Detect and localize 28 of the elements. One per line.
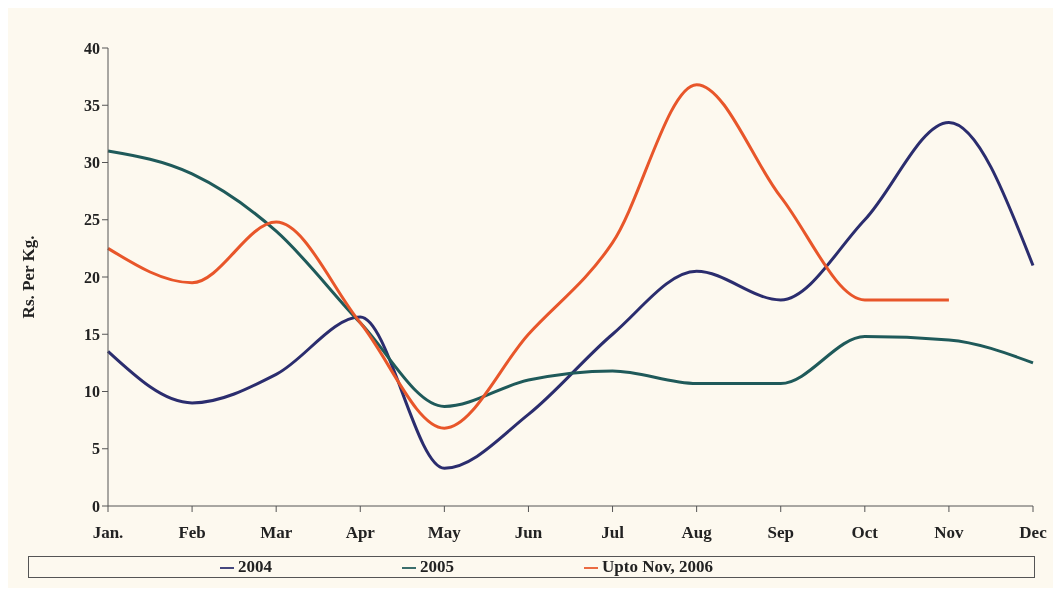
x-tick-label: Feb — [178, 523, 206, 543]
y-tick-label: 10 — [84, 383, 100, 401]
x-tick-label: Jun — [514, 523, 543, 543]
y-tick-label: 5 — [92, 440, 100, 458]
legend-label: 2004 — [238, 557, 272, 576]
line-series — [106, 149, 1035, 408]
x-tick-label: May — [427, 523, 462, 543]
line-series — [106, 83, 951, 430]
x-tick-label: Oct — [851, 523, 879, 543]
x-tick-label: Dec — [1019, 523, 1048, 543]
legend-label: 2005 — [420, 557, 454, 576]
legend-label: Upto Nov, 2006 — [602, 557, 713, 576]
y-tick-label: 30 — [84, 154, 100, 172]
y-tick-label: 0 — [92, 497, 100, 515]
y-tick-label: 40 — [84, 39, 100, 57]
x-tick-label: Apr — [345, 523, 376, 543]
x-tick-label: Aug — [681, 523, 713, 543]
x-tick-label: Jan. — [92, 523, 124, 543]
y-axis-title: Rs. Per Kg. — [19, 235, 39, 319]
line-series — [106, 120, 1035, 470]
x-tick-label: Sep — [767, 523, 794, 543]
x-tick-label: Nov — [934, 523, 965, 543]
y-tick-label: 20 — [84, 268, 100, 286]
y-tick-label: 35 — [84, 96, 100, 114]
y-tick-label: 25 — [84, 211, 100, 229]
y-tick-label: 15 — [84, 325, 100, 343]
x-tick-label: Mar — [260, 523, 293, 543]
x-tick-label: Jul — [601, 523, 625, 543]
